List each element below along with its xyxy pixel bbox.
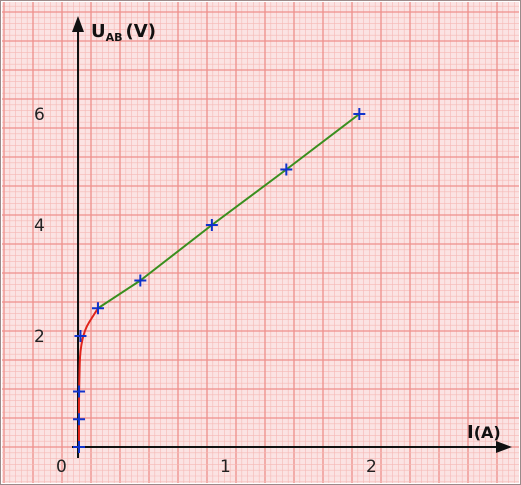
data-point-marker: [74, 330, 87, 342]
data-point-marker: [353, 108, 366, 120]
y-axis-label: UAB (V): [91, 21, 156, 44]
x-axis-label-main: I: [467, 422, 474, 443]
y-tick-label: 4: [34, 216, 45, 236]
y-tick-label: 6: [34, 105, 45, 125]
x-axis-label: I(A): [467, 422, 501, 443]
data-point-marker: [134, 274, 147, 287]
data-point-marker: [73, 413, 85, 426]
data-point-marker: [91, 302, 104, 315]
series-line-red: [78, 307, 99, 448]
tick-labels: 1 2 2 4 6: [34, 105, 377, 477]
marker-layer: [73, 108, 366, 453]
x-tick-label: 1: [220, 457, 231, 477]
data-point-marker: [280, 163, 293, 176]
y-axis-label-main: U: [91, 21, 106, 42]
y-axis-label-sub: AB: [106, 31, 123, 44]
y-tick-label: 2: [34, 327, 45, 347]
origin-label: 0: [56, 457, 67, 477]
x-tick-label: 2: [366, 457, 377, 477]
y-axis-arrow-icon: [72, 16, 84, 32]
x-axis-arrow-icon: [496, 441, 512, 453]
data-point-marker: [205, 219, 218, 231]
y-axis-label-unit: (V): [126, 21, 156, 42]
data-point-marker: [73, 441, 85, 453]
data-point-marker: [73, 385, 85, 398]
x-axis-label-unit: (A): [474, 423, 501, 442]
